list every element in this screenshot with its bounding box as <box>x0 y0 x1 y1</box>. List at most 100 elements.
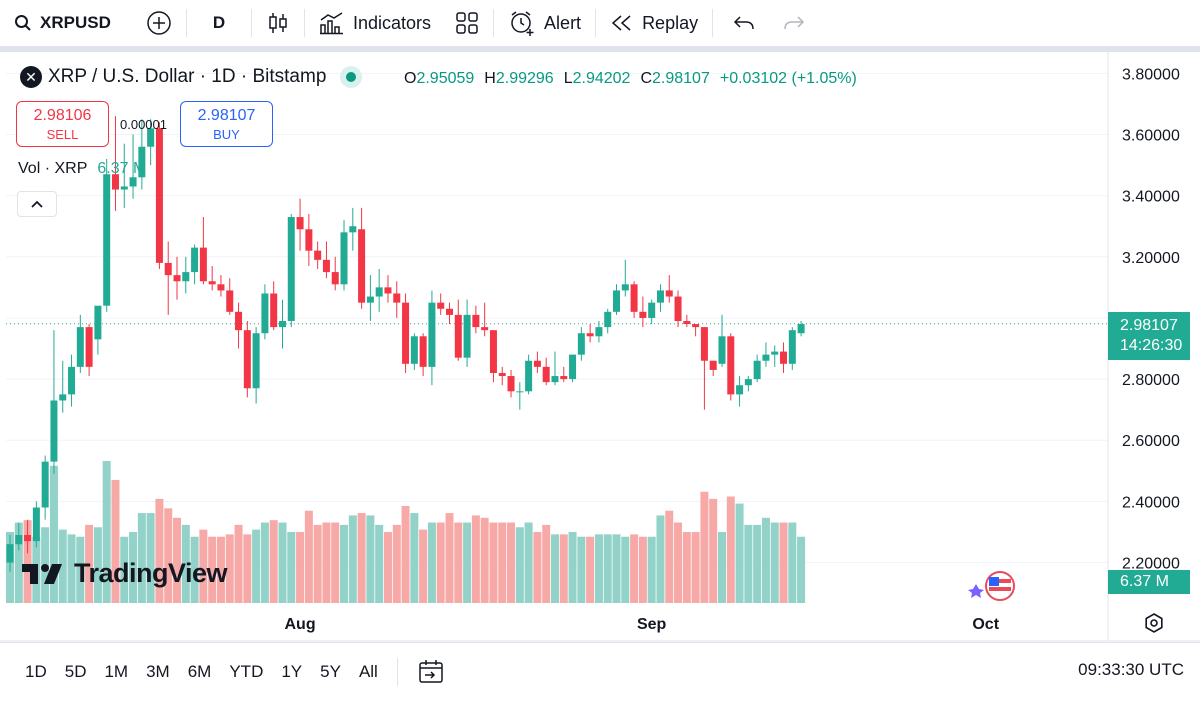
candle-body <box>472 314 480 328</box>
range-button-ytd[interactable]: YTD <box>229 662 264 681</box>
replay-label: Replay <box>642 12 699 33</box>
candle-body <box>314 250 322 260</box>
candle-body <box>384 287 392 294</box>
volume-bar <box>621 536 630 603</box>
volume-bar <box>568 532 577 603</box>
candle-body <box>287 217 295 321</box>
volume-bar <box>603 534 612 603</box>
volume-legend-label[interactable]: Vol · XRP <box>18 160 88 177</box>
candle-body <box>788 330 796 364</box>
open-value: 2.95059 <box>416 70 475 87</box>
low-value: 2.94202 <box>572 70 631 87</box>
spread-value: 0.00001 <box>120 117 167 132</box>
candle-body <box>261 293 269 334</box>
candle-body <box>402 302 410 364</box>
price-tick-label: 3.20000 <box>1122 250 1180 267</box>
compare-button[interactable] <box>138 0 180 46</box>
volume-bar <box>260 522 269 603</box>
utc-clock[interactable]: 09:33:30 UTC <box>1078 660 1184 679</box>
candle-body <box>322 259 330 273</box>
symbol-search[interactable]: XRPUSD <box>0 0 138 46</box>
price-tick-label: 3.40000 <box>1122 189 1180 206</box>
volume-bar <box>331 522 340 603</box>
volume-bar <box>199 529 208 603</box>
volume-bar <box>129 532 138 603</box>
volume-bar <box>533 532 542 603</box>
candle-body <box>191 247 199 273</box>
volume-bar <box>23 520 32 603</box>
range-button-5d[interactable]: 5D <box>64 662 87 681</box>
current-price-value: 2.98107 <box>1120 317 1178 334</box>
volume-bar <box>111 479 120 603</box>
volume-bar <box>761 517 770 603</box>
layouts-button[interactable] <box>447 0 487 46</box>
interval-button[interactable]: D <box>212 13 226 32</box>
open-key: O <box>404 70 417 87</box>
volume-bar <box>726 496 735 603</box>
price-tick-label: 2.60000 <box>1122 433 1180 450</box>
volume-bar <box>252 529 261 603</box>
chart-type-button[interactable] <box>258 0 298 46</box>
volume-bar <box>700 491 709 603</box>
candle-body <box>296 217 304 230</box>
volume-bar <box>357 513 366 603</box>
price-chart[interactable]: 3.80000 3.60000 3.40000 3.20000 2.80000 2.600… <box>0 52 1200 642</box>
range-button-1m[interactable]: 1M <box>104 662 129 681</box>
volume-bar <box>137 513 146 603</box>
collapse-legend-button[interactable] <box>17 191 57 217</box>
legend-title[interactable]: XRP / U.S. Dollar · 1D · Bitstamp <box>48 66 327 87</box>
volume-bar <box>419 529 428 603</box>
volume-bar <box>586 536 595 603</box>
candle-body <box>340 232 348 285</box>
candle-body <box>278 321 286 328</box>
range-button-1d[interactable]: 1D <box>25 662 47 681</box>
volume-bar <box>779 522 788 603</box>
chart-pane[interactable]: 3.80000 3.60000 3.40000 3.20000 2.80000 2.600… <box>0 52 1200 642</box>
market-status-icon[interactable] <box>340 66 363 88</box>
volume-bar <box>93 527 102 603</box>
volume-bar <box>146 513 155 603</box>
candle-body <box>762 354 770 361</box>
volume-bar <box>524 522 533 603</box>
alert-button[interactable]: Alert <box>500 0 589 46</box>
volume-bar <box>744 524 753 603</box>
chart-settings-icon[interactable] <box>1143 612 1165 634</box>
candle-body <box>235 311 243 331</box>
candle-body <box>252 333 260 389</box>
sell-button[interactable]: 2.98106 SELL <box>16 101 109 147</box>
undo-button[interactable] <box>719 0 769 46</box>
range-button-5y[interactable]: 5Y <box>320 662 341 681</box>
range-button-1y[interactable]: 1Y <box>281 662 303 681</box>
candle-body <box>780 351 788 364</box>
candle-body <box>577 333 585 355</box>
range-button-6m[interactable]: 6M <box>187 662 212 681</box>
divider <box>595 9 597 37</box>
range-button-all[interactable]: All <box>358 662 378 681</box>
goto-date-button[interactable] <box>408 655 454 689</box>
candle-body <box>753 360 761 380</box>
volume-bar <box>542 524 551 603</box>
replay-button[interactable]: Replay <box>602 0 706 46</box>
symbol-legend: ✕ XRP / U.S. Dollar · 1D · Bitstamp <box>20 66 363 88</box>
redo-button[interactable] <box>769 0 819 46</box>
close-value: 2.98107 <box>652 70 710 87</box>
divider <box>712 9 714 37</box>
candle-body <box>797 324 805 334</box>
candle-body <box>498 372 506 377</box>
indicators-button[interactable]: Indicators <box>311 0 439 46</box>
range-button-3m[interactable]: 3M <box>146 662 170 681</box>
redo-icon <box>784 16 805 30</box>
candle-body <box>349 226 357 233</box>
alert-label: Alert <box>544 12 582 33</box>
divider <box>493 9 495 37</box>
symbol-label: XRPUSD <box>40 13 111 32</box>
buy-button[interactable]: 2.98107 BUY <box>180 101 273 147</box>
volume-bar <box>498 522 507 603</box>
volume-bar <box>410 513 419 603</box>
candle-body <box>437 302 445 309</box>
volume-bar <box>463 522 472 603</box>
ohlc-values: O2.95059 H2.99296 L2.94202 C2.98107 +0.0… <box>404 70 857 88</box>
candle-body <box>6 544 14 563</box>
price-tick-label: 3.60000 <box>1122 127 1180 144</box>
candle-body <box>727 336 735 395</box>
